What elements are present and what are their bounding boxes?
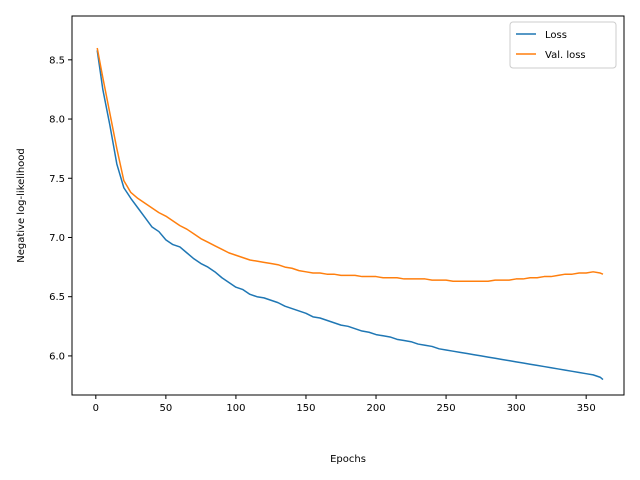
legend: Loss Val. loss [509, 21, 617, 69]
legend-box [509, 21, 617, 69]
legend-label-0: Loss [545, 30, 567, 41]
x-tick-label: 0 [93, 403, 99, 414]
x-axis-label: Epochs [330, 454, 366, 465]
y-axis-label: Negative log-likelihood [16, 148, 27, 263]
y-tick-label: 8.0 [49, 115, 65, 126]
series-layer [96, 47, 604, 381]
x-tick-label: 150 [296, 403, 315, 414]
series-line-1 [96, 47, 604, 283]
y-tick-label: 8.5 [49, 55, 65, 66]
x-axis: 0 50 100 150 200 250 300 350 [93, 395, 596, 414]
x-tick-label: 350 [577, 403, 596, 414]
y-tick-label: 6.0 [49, 351, 65, 362]
y-tick-label: 7.5 [49, 174, 65, 185]
plot-frame [71, 15, 625, 396]
legend-label-1: Val. loss [545, 50, 586, 61]
y-tick-label: 6.5 [49, 292, 65, 303]
series-line-0 [96, 50, 604, 381]
x-tick-label: 300 [507, 403, 526, 414]
x-tick-label: 100 [226, 403, 245, 414]
y-axis: 6.0 6.5 7.0 7.5 8.0 8.5 [49, 55, 72, 362]
x-tick-label: 250 [437, 403, 456, 414]
x-tick-label: 200 [366, 403, 385, 414]
x-tick-label: 50 [160, 403, 173, 414]
y-tick-label: 7.0 [49, 233, 65, 244]
